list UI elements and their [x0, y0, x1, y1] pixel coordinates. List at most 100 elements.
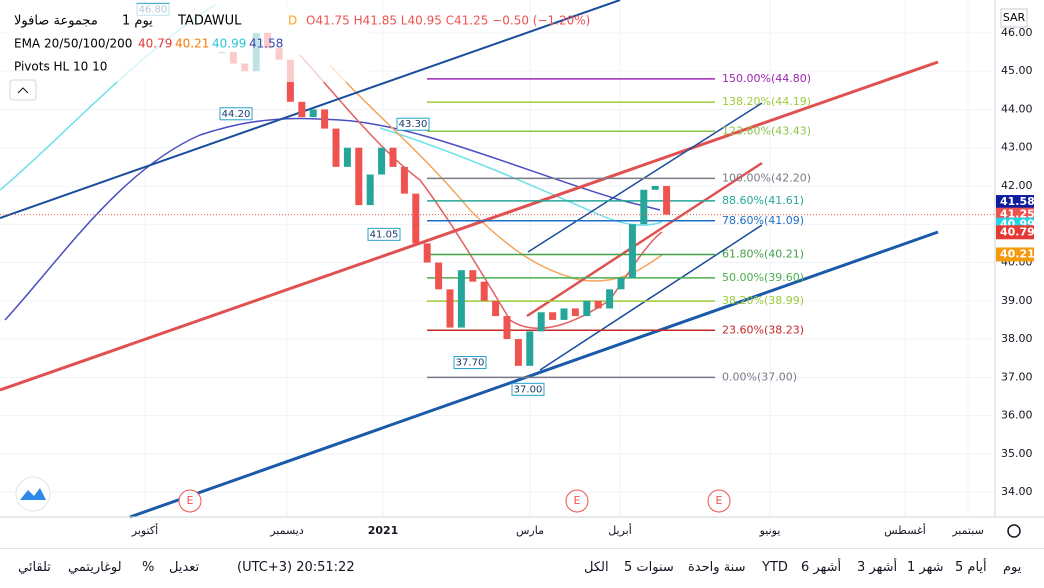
ema-value: 40.79 [138, 37, 172, 51]
pivot-box [396, 117, 430, 131]
y-tick-label: 34.00 [1001, 485, 1033, 498]
range-button[interactable]: يوم [1003, 560, 1022, 575]
option-button[interactable]: تعديل [169, 560, 200, 575]
candle [321, 109, 329, 129]
y-tick-label: 38.00 [1001, 332, 1033, 345]
range-button[interactable]: 5 سنوات [624, 560, 674, 575]
ohlc: O41.75 H41.85 L40.95 C41.25 −0.50 (−1.20… [306, 14, 590, 28]
candle [606, 289, 614, 309]
fib-label: 138.20%(44.19) [722, 95, 811, 108]
candle [446, 289, 454, 328]
range-button[interactable]: 6 أشهر [801, 560, 842, 575]
candle [469, 270, 477, 282]
range-button[interactable]: YTD [762, 560, 788, 575]
event-marker [178, 489, 202, 513]
candle [560, 308, 568, 320]
candle [651, 185, 659, 190]
price-tag [996, 225, 1034, 240]
candle [503, 316, 511, 340]
background [0, 0, 1044, 548]
fib-label: 150.00%(44.80) [722, 72, 811, 85]
candle [355, 147, 363, 206]
option-button[interactable]: تلقائي [18, 560, 51, 575]
price-tag [996, 195, 1034, 210]
event-marker [707, 489, 731, 513]
fib-label: 78.60%(41.09) [722, 214, 804, 227]
settings-icon[interactable] [1007, 524, 1021, 538]
candle [617, 277, 625, 290]
option-button[interactable]: لوغاريتمي [68, 560, 122, 575]
candle [332, 128, 340, 167]
candle [571, 308, 579, 317]
interval: يوم 1 [122, 14, 153, 29]
candle [378, 147, 386, 175]
y-tick-label: 42.00 [1001, 179, 1033, 192]
currency: SAR [1003, 11, 1026, 24]
range-button[interactable]: الكل [584, 560, 609, 575]
ema-title: EMA 20/50/100/200 [14, 37, 132, 51]
candle [298, 101, 306, 118]
range-button[interactable]: 1 شهر [907, 560, 944, 575]
y-tick-label: 43.00 [1001, 141, 1033, 154]
x-tick-label: مارس [516, 524, 544, 537]
chart: 150.00%(44.80) 138.20%(44.19) 123.60%(43.4… [0, 0, 1044, 548]
symbol: مجموعة صافولا [14, 14, 98, 29]
y-tick-label: 37.00 [1001, 370, 1033, 383]
currency-box [1000, 8, 1028, 28]
candle [366, 174, 374, 206]
price-tag-label: 40.21 [1000, 247, 1035, 260]
event-label: E [716, 494, 723, 507]
price-axis [995, 0, 1044, 548]
pivot-box [453, 356, 487, 370]
logo [20, 488, 46, 500]
range-button[interactable]: 5 أيام [955, 560, 987, 575]
ema-200 [4, 117, 661, 321]
collapse-button[interactable] [9, 79, 37, 101]
toolbar: الكل 5 سنوات سنة واحدة YTD 6 أشهر 3 أشهر 1 شهر… [0, 548, 1044, 588]
price-tag-label: 41.25 [1000, 208, 1035, 221]
fib-label: 123.60%(43.43) [722, 124, 811, 137]
y-tick-label: 46.00 [1001, 26, 1033, 39]
price-tag-label: 41.58 [1000, 195, 1035, 208]
pivot-label: 41.05 [370, 229, 399, 240]
candle [309, 109, 317, 118]
ema-value: 40.21 [175, 37, 209, 51]
candle [549, 312, 557, 320]
range-button[interactable]: سنة واحدة [688, 560, 746, 575]
x-tick-label: 2021 [368, 524, 399, 537]
candle [457, 270, 465, 328]
clock: (UTC+3) 20:51:22 [237, 560, 355, 575]
candle [492, 300, 500, 317]
pivot-box [219, 107, 253, 121]
logo-button[interactable] [15, 476, 51, 512]
pivot-label: 44.20 [222, 109, 251, 120]
exchange: TADAWUL [177, 14, 242, 29]
x-tick-label: أكتوبر [131, 523, 158, 537]
fib-label: 0.00%(37.00) [722, 370, 797, 383]
trend-line [0, 0, 621, 219]
pivot-label: 37.70 [456, 358, 485, 369]
fib-label: 50.00%(39.60) [722, 271, 804, 284]
trend-line [539, 224, 763, 371]
price-tag [996, 247, 1034, 262]
range-button[interactable]: 3 أشهر [857, 560, 898, 575]
x-tick-label: يونيو [759, 524, 781, 537]
candle [514, 339, 522, 366]
pivot-box [511, 382, 545, 396]
candle [389, 147, 397, 167]
x-tick-label: أغسطس [884, 523, 926, 537]
marks: 150.00%(44.80) 138.20%(44.19) 123.60%(43.4… [0, 2, 995, 396]
y-tick-label: 39.00 [1001, 294, 1033, 307]
pivot-box [367, 227, 401, 241]
option-button[interactable]: % [142, 560, 155, 575]
candle [400, 166, 408, 194]
candle [526, 331, 534, 366]
trend-line [129, 230, 939, 519]
trend-line [526, 161, 763, 318]
event-label: E [574, 494, 581, 507]
candle [423, 243, 431, 263]
x-tick-label: ديسمبر [269, 524, 304, 537]
y-tick-label: 44.00 [1001, 102, 1033, 115]
x-tick-label: سبتمبر [951, 524, 984, 537]
